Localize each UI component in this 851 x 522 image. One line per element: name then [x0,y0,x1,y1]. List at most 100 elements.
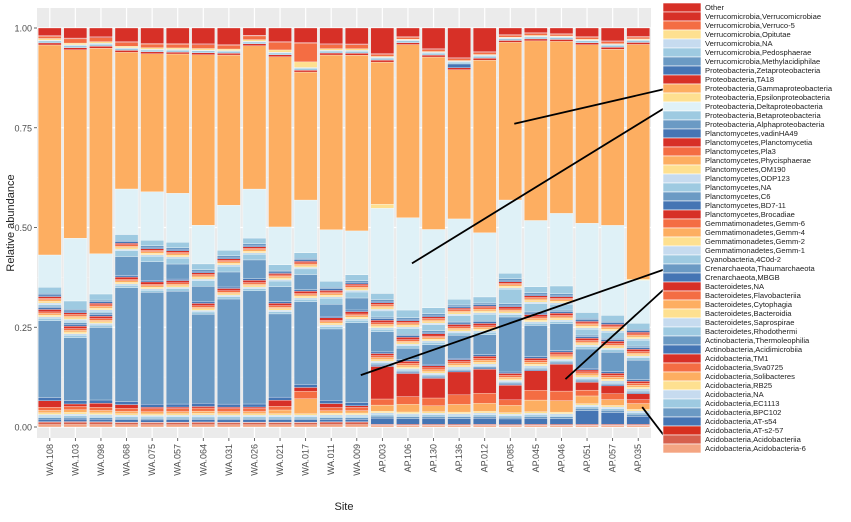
bar-segment [268,396,292,401]
bar-segment [166,250,190,253]
bar-segment [498,278,522,281]
bar-segment [293,199,318,253]
bar-segment [524,413,548,416]
legend-label: Planctomycetes,OM190 [705,165,786,174]
bar-segment [370,361,395,364]
bar-segment [268,313,292,398]
bar-segment [268,264,292,271]
bar-segment [524,303,548,312]
bar-segment [421,411,446,414]
bar-segment [293,262,318,265]
legend-key [662,326,702,337]
bar-segment [89,323,113,326]
bar-segment [549,357,574,360]
bar-segment [498,311,522,314]
bar-segment [575,344,599,347]
bar-segment [191,406,215,409]
bar-segment [89,45,113,49]
bar-stack-AP.130 [421,27,446,428]
legend-key [662,119,702,130]
bar-segment [447,357,471,360]
bar-segment [524,418,548,425]
x-axis-label: Site [335,501,354,513]
bar-segment [242,243,267,246]
bar-segment [191,54,215,226]
annotation-line [360,267,668,376]
legend-key [662,308,702,319]
bar-segment [140,285,164,288]
bar-segment [166,263,190,280]
bar-segment [191,305,215,308]
bar-segment [626,280,650,324]
bar-segment [421,369,446,372]
bar-segment [63,412,88,415]
bar-segment [114,404,139,409]
bar-segment [549,285,574,294]
bar-segment [396,319,420,321]
bar-segment [421,377,446,379]
bar-segment [140,256,164,262]
bar-segment [166,44,190,49]
bar-segment [217,264,241,267]
bar-segment [242,254,267,261]
legend-label: Crenarchaeota,MBGB [705,273,780,282]
bar-segment [447,310,471,313]
bar-segment [191,308,215,311]
bar-segment [575,369,599,373]
bar-segment [293,268,318,275]
x-tick-label: WA.075 [147,444,157,476]
bar-segment [473,369,497,394]
legend-label: Verrucomicrobia,Verruco-5 [705,21,795,30]
bar-segment [191,311,215,315]
bar-segment [114,241,139,244]
bar-segment [242,249,267,252]
bar-segment [626,409,650,412]
bar-segment [166,288,190,292]
annotation-line [564,285,668,380]
annotation-line [411,105,668,265]
bar-segment [396,317,420,320]
annotation-line [514,87,668,125]
bar-segment [421,322,446,325]
bar-segment [166,50,190,53]
bar-segment [293,422,318,425]
bar-segment [319,304,343,317]
bar-segment [319,296,343,299]
bar-segment [114,275,139,278]
bar-segment [473,55,497,59]
bar-segment [242,415,267,417]
bar-segment [242,248,267,250]
bar-segment [345,422,369,425]
bar-segment [89,314,113,317]
bar-segment [268,286,292,302]
bar-segment [114,243,139,245]
legend-label: Gemmatimonadetes,Gemm-4 [705,228,805,237]
bar-stack-WA.075 [140,27,164,428]
bar-segment [600,315,625,322]
legend-key [662,443,702,454]
bar-segment [549,41,574,214]
bar-segment [447,425,471,428]
bar-segment [626,351,650,354]
legend-key [662,20,702,31]
bar-segment [191,274,215,277]
legend-label: Acidobacteria,RB25 [705,381,772,390]
bar-segment [217,424,241,428]
bar-segment [89,301,113,304]
bar-segment [166,290,190,405]
bar-segment [498,303,522,306]
bar-segment [114,287,139,402]
legend-label: Bacteroidetes,Rhodothermi [705,327,797,336]
bar-segment [63,403,88,407]
legend-label: Acidobacteria,BPC102 [705,408,781,417]
bar-segment [242,288,267,292]
bar-segment [345,48,369,51]
bar-segment [447,328,471,330]
bar-segment [345,311,369,315]
bar-segment [626,413,650,417]
bar-segment [140,253,164,255]
legend-label: Bacteroidetes,Cytophagia [705,300,793,309]
bar-segment [447,418,471,425]
bar-segment [498,415,522,418]
